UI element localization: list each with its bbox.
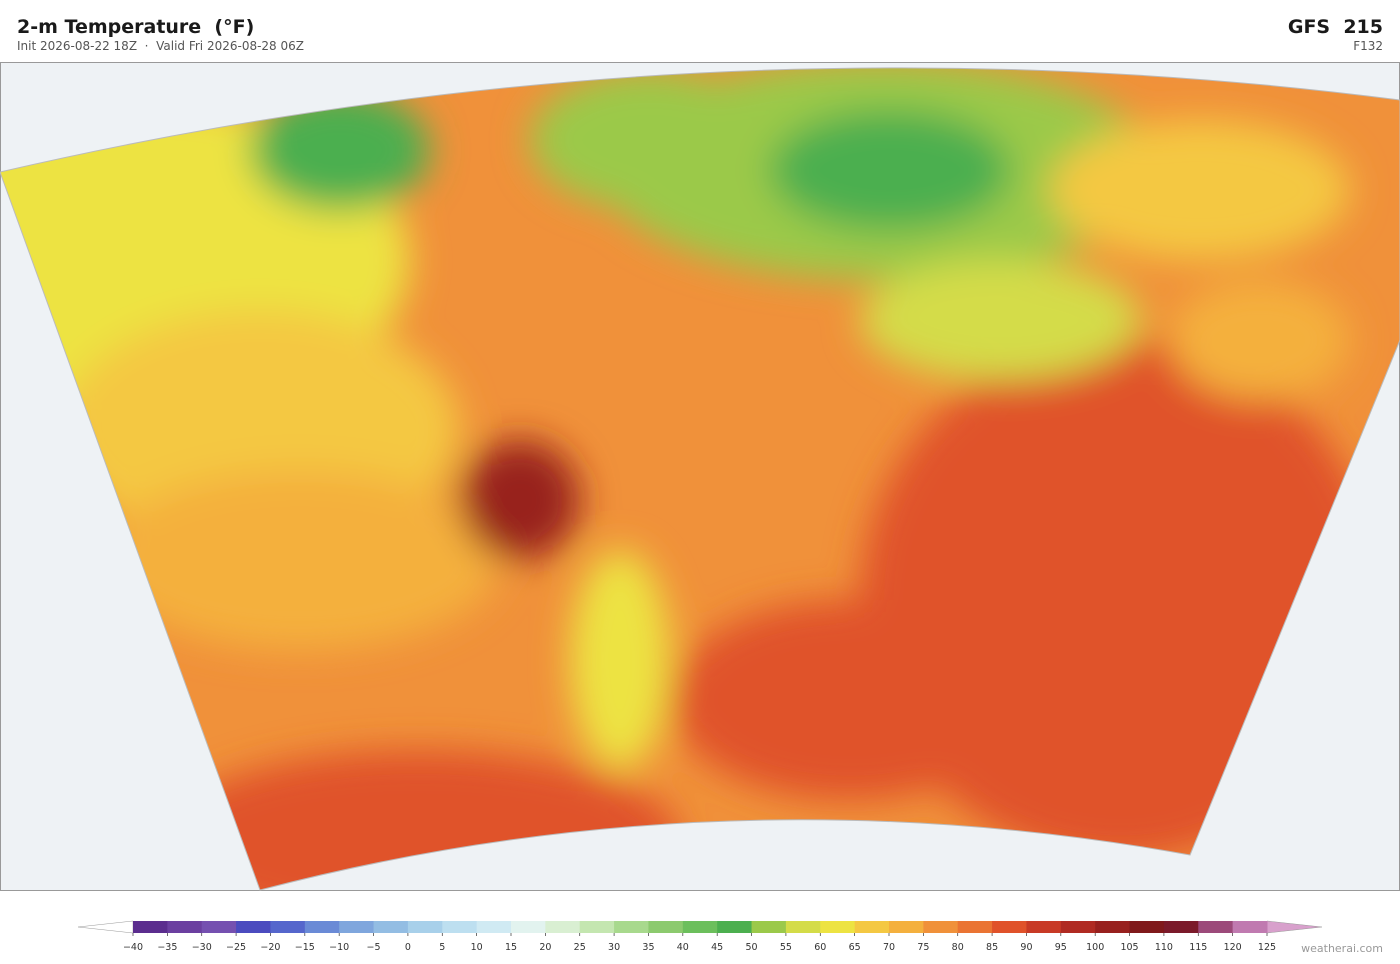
colorbar-swatch bbox=[339, 921, 375, 933]
colorbar-swatch bbox=[442, 921, 478, 933]
colorbar-tick-label: 0 bbox=[405, 942, 411, 953]
colorbar-tick-label: 25 bbox=[574, 942, 586, 953]
colorbar-tick-label: −30 bbox=[192, 942, 212, 953]
colorbar-swatch bbox=[236, 921, 271, 933]
colorbar-swatch bbox=[476, 921, 512, 933]
colorbar-swatch bbox=[957, 921, 993, 933]
colorbar-tick-label: −35 bbox=[157, 942, 177, 953]
colorbar-tick-label: −40 bbox=[123, 942, 143, 953]
colorbar-swatch bbox=[820, 921, 856, 933]
colorbar-tick-label: −15 bbox=[295, 942, 315, 953]
colorbar-swatch bbox=[167, 921, 203, 933]
colorbar-swatch bbox=[1129, 921, 1165, 933]
colorbar-under bbox=[77, 920, 134, 934]
colorbar-tick-label: 30 bbox=[608, 942, 620, 953]
colorbar-tick-label: 5 bbox=[439, 942, 445, 953]
colorbar-swatch bbox=[407, 921, 443, 933]
colorbar-tick-label: 115 bbox=[1189, 942, 1207, 953]
colorbar-swatch bbox=[304, 921, 340, 933]
colorbar-swatch bbox=[648, 921, 684, 933]
colorbar-tick-label: 40 bbox=[677, 942, 689, 953]
colorbar-swatch bbox=[579, 921, 615, 933]
colorbar-swatch bbox=[923, 921, 959, 933]
colorbar-tick-label: 105 bbox=[1120, 942, 1138, 953]
colorbar-swatch bbox=[511, 921, 546, 933]
colorbar-tick-label: 65 bbox=[849, 942, 861, 953]
colorbar-tick-label: 50 bbox=[745, 942, 757, 953]
colorbar-swatch bbox=[889, 921, 924, 933]
colorbar-tick-label: 10 bbox=[471, 942, 483, 953]
colorbar-tick-label: 125 bbox=[1258, 942, 1276, 953]
colorbar-tick-label: 15 bbox=[505, 942, 517, 953]
colorbar-tick-label: 20 bbox=[539, 942, 551, 953]
colorbar-tick-label: 80 bbox=[952, 942, 964, 953]
domain-edge bbox=[0, 67, 1400, 891]
watermark: weatherai.com bbox=[1301, 942, 1383, 955]
colorbar-tick-label: 90 bbox=[1020, 942, 1032, 953]
colorbar-tick-label: 60 bbox=[814, 942, 826, 953]
colorbar-tick-label: −10 bbox=[329, 942, 349, 953]
colorbar-tick-label: 85 bbox=[986, 942, 998, 953]
colorbar-tick-label: 120 bbox=[1224, 942, 1242, 953]
colorbar: −40 −35 −30 −25 −20 −15 −10 −5 0 5 10 15 20 25 30 35 40 4… bbox=[77, 920, 1323, 953]
colorbar-swatch bbox=[785, 921, 821, 933]
colorbar-swatch bbox=[1198, 921, 1234, 933]
colorbar-swatch bbox=[270, 921, 306, 933]
subtitle: Init 2026-08-22 18Z · Valid Fri 2026-08-… bbox=[17, 39, 304, 53]
colorbar-swatch bbox=[614, 921, 649, 933]
colorbar-swatch bbox=[682, 921, 718, 933]
colorbar-swatch bbox=[1163, 921, 1199, 933]
colorbar-swatch bbox=[1060, 921, 1096, 933]
colorbar-tick-label: 70 bbox=[883, 942, 895, 953]
colorbar-swatch bbox=[133, 921, 168, 933]
model: GFS 215 bbox=[1287, 16, 1383, 38]
colorbar-swatch bbox=[1026, 921, 1062, 933]
colorbar-swatch bbox=[373, 921, 409, 933]
colorbar-tick-label: 35 bbox=[642, 942, 654, 953]
colorbar-swatch bbox=[201, 921, 237, 933]
colorbar-tick-label: 95 bbox=[1055, 942, 1067, 953]
forecast-hour: F132 bbox=[1353, 39, 1383, 53]
title: 2-m Temperature (°F) bbox=[17, 16, 255, 38]
colorbar-tick-label: −25 bbox=[226, 942, 246, 953]
colorbar-tick-label: 45 bbox=[711, 942, 723, 953]
colorbar-swatch bbox=[545, 921, 581, 933]
colorbar-swatch bbox=[1232, 921, 1268, 933]
colorbar-swatch bbox=[1095, 921, 1131, 933]
colorbar-tick-label: 100 bbox=[1086, 942, 1104, 953]
colorbar-swatch bbox=[751, 921, 787, 933]
colorbar-swatch bbox=[992, 921, 1027, 933]
colorbar-tick-label: −20 bbox=[260, 942, 280, 953]
colorbar-tick-label: 55 bbox=[780, 942, 792, 953]
colorbar-tick-label: 110 bbox=[1155, 942, 1173, 953]
colorbar-over bbox=[1266, 920, 1323, 934]
colorbar-tick-label: −5 bbox=[367, 942, 381, 953]
colorbar-tick-label: 75 bbox=[917, 942, 929, 953]
colorbar-swatch bbox=[854, 921, 890, 933]
colorbar-swatch bbox=[717, 921, 753, 933]
